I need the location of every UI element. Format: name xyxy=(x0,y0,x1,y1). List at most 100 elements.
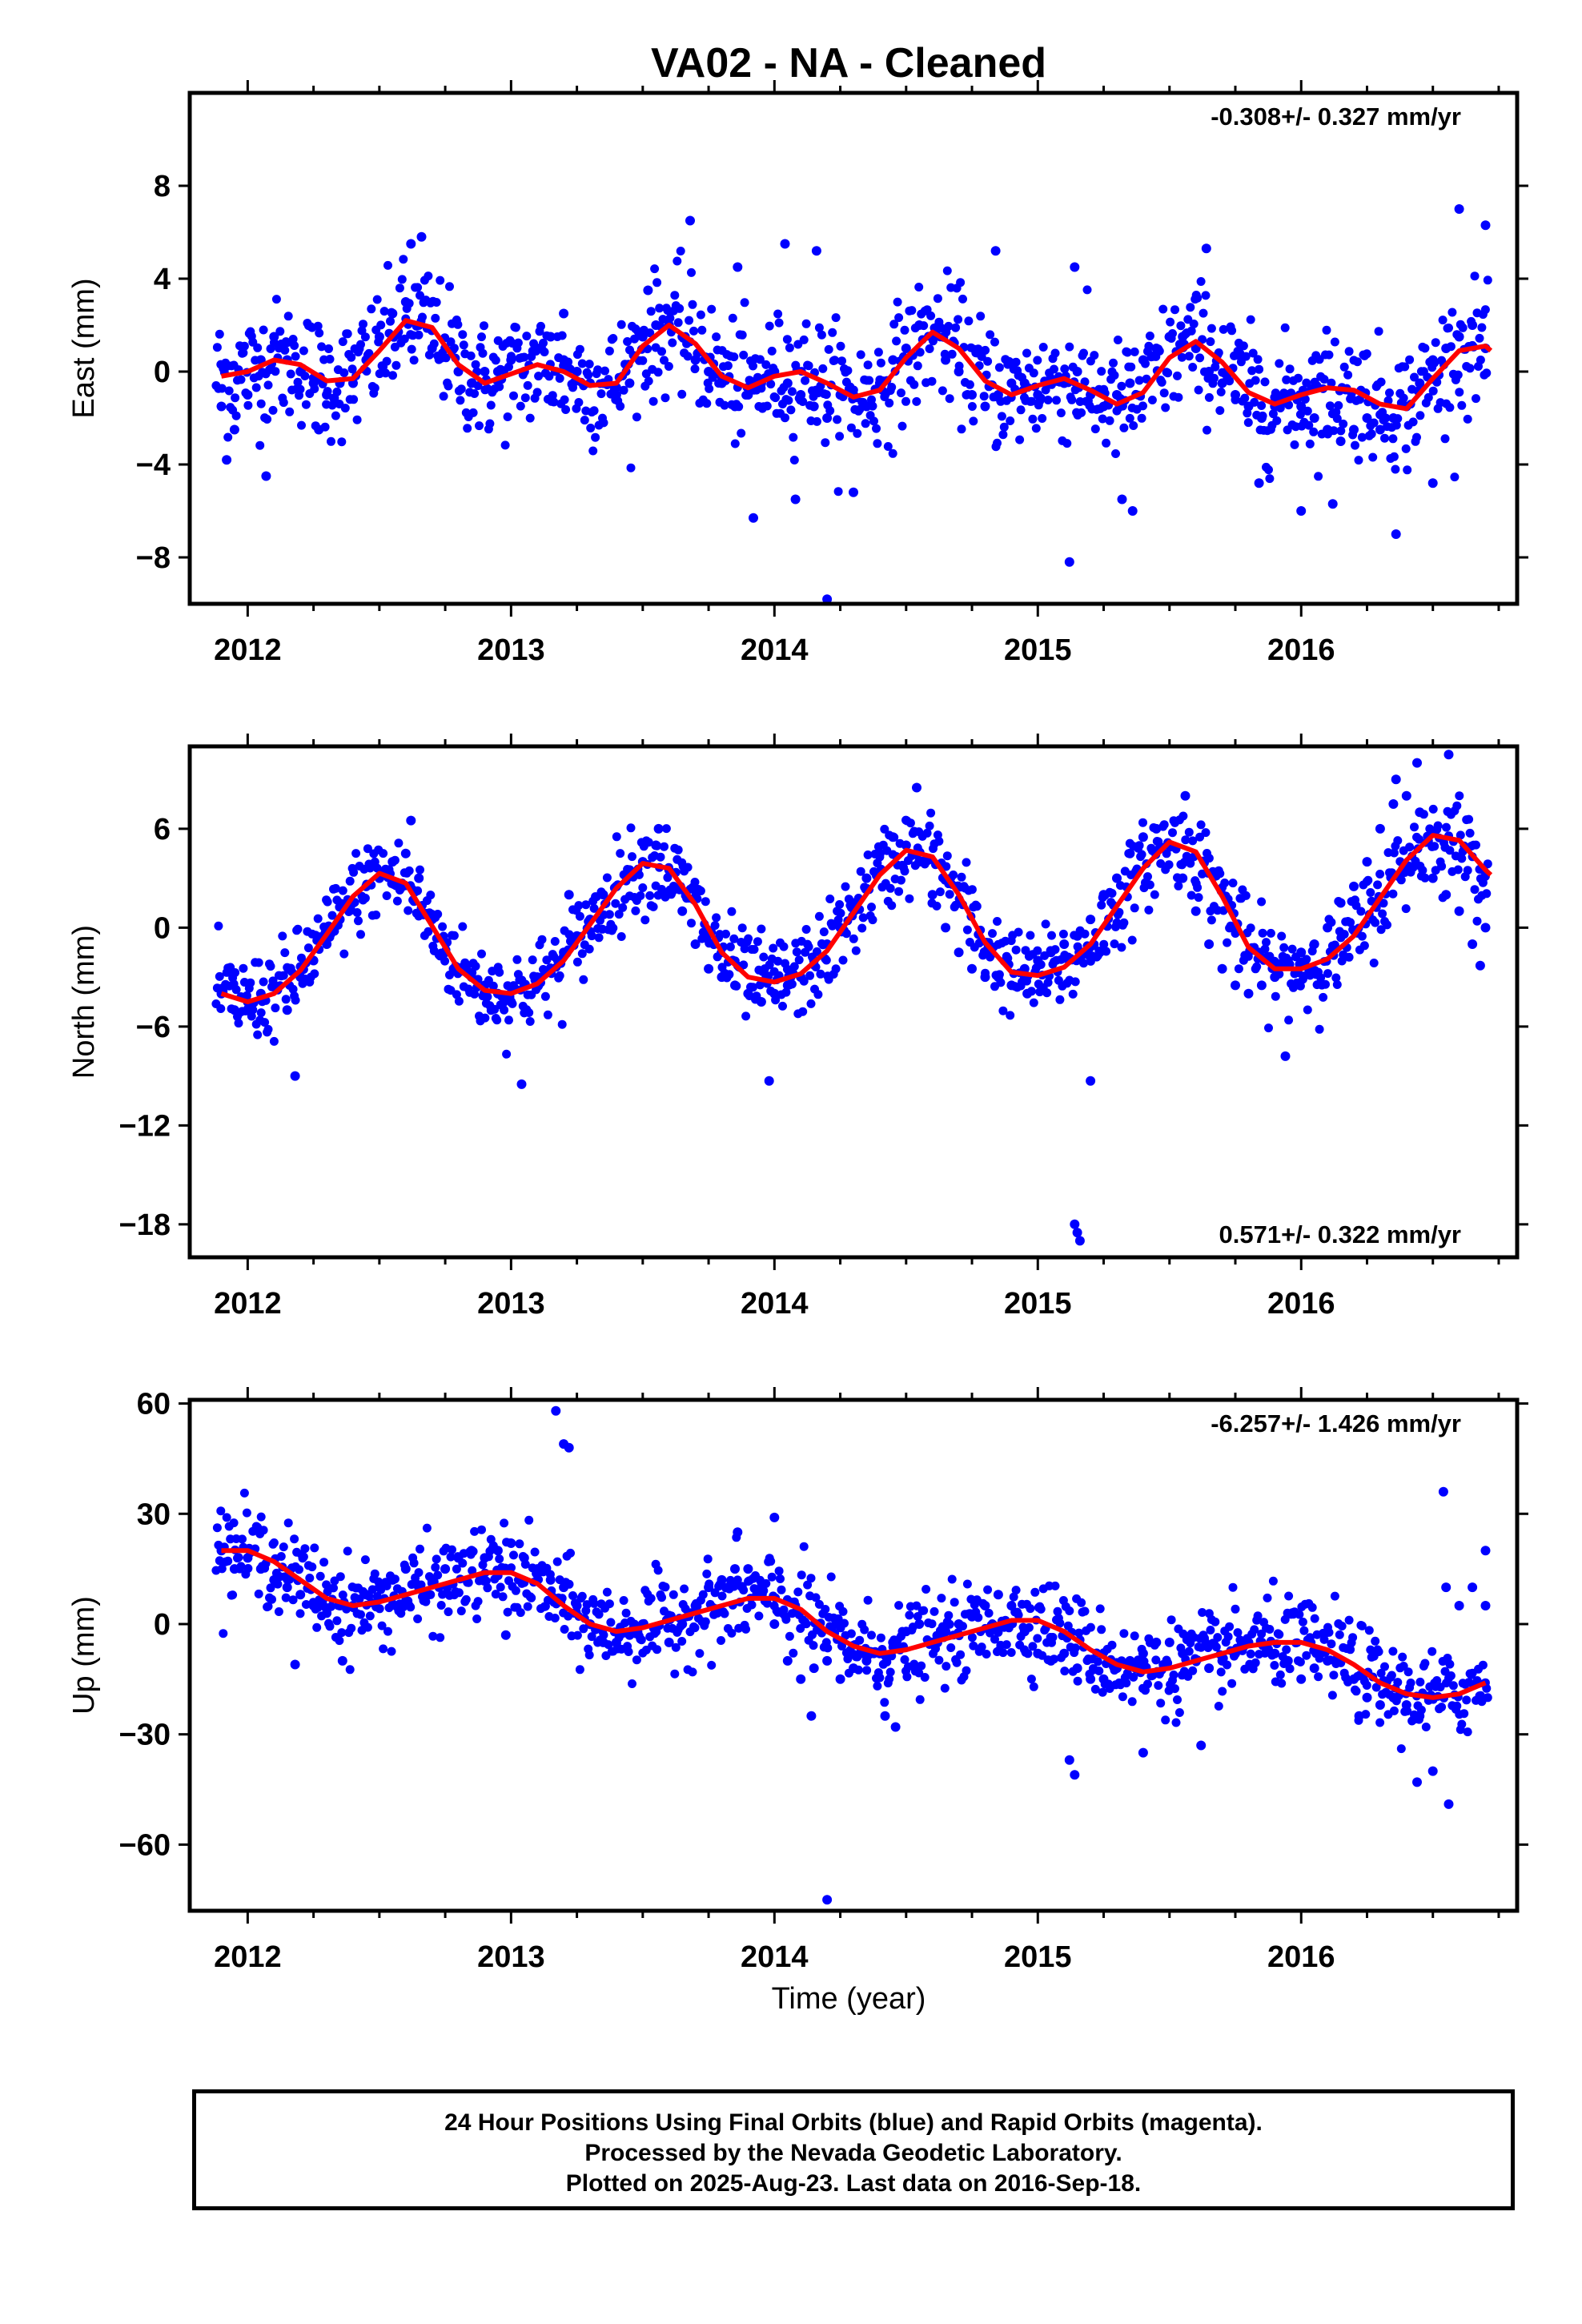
data-point xyxy=(269,1538,279,1547)
data-point xyxy=(1264,1023,1273,1033)
data-point xyxy=(1143,872,1152,882)
data-point xyxy=(1006,378,1017,388)
data-point xyxy=(1389,1706,1399,1715)
data-point xyxy=(222,1513,231,1522)
data-point xyxy=(720,400,729,410)
data-point xyxy=(280,345,290,355)
data-point xyxy=(1475,960,1485,971)
data-point xyxy=(1079,348,1088,358)
data-point xyxy=(926,311,936,320)
data-point xyxy=(1033,356,1042,365)
data-point xyxy=(285,1574,295,1584)
data-point xyxy=(1319,992,1328,1002)
data-point xyxy=(1043,396,1053,404)
data-point xyxy=(1316,973,1326,983)
data-point xyxy=(1437,1703,1447,1712)
data-point xyxy=(1443,1799,1454,1809)
data-point xyxy=(582,1600,592,1610)
data-point xyxy=(1068,989,1078,999)
data-point xyxy=(1354,456,1363,465)
data-point xyxy=(951,323,961,332)
data-point xyxy=(426,1590,436,1599)
data-point xyxy=(1371,1636,1380,1646)
data-point xyxy=(299,346,308,356)
data-point xyxy=(1239,341,1248,351)
data-point xyxy=(1072,367,1082,376)
y-tick-label: 0 xyxy=(154,356,171,389)
data-point xyxy=(1438,1486,1448,1497)
data-point xyxy=(1166,317,1175,327)
data-point xyxy=(660,356,669,365)
data-point xyxy=(395,283,404,293)
data-point xyxy=(1319,375,1329,384)
data-point xyxy=(1072,1228,1082,1238)
data-point xyxy=(492,1546,503,1556)
data-point xyxy=(1231,980,1240,991)
y-tick-label: −4 xyxy=(136,448,171,482)
footer-line-2: Processed by the Nevada Geodetic Laborat… xyxy=(584,2140,1122,2166)
data-point xyxy=(327,400,337,410)
data-point xyxy=(1376,377,1386,387)
data-point xyxy=(942,1662,951,1671)
data-point xyxy=(799,335,809,344)
data-point xyxy=(495,1554,504,1564)
data-point xyxy=(942,851,952,861)
data-point xyxy=(580,416,589,425)
data-point xyxy=(926,808,936,818)
data-point xyxy=(1368,452,1378,462)
data-point xyxy=(315,1571,325,1581)
data-point xyxy=(1112,873,1122,883)
data-point xyxy=(1166,1615,1176,1625)
data-point xyxy=(1097,367,1106,376)
data-point xyxy=(1296,1674,1307,1684)
data-point xyxy=(956,278,966,287)
y-tick-label: −6 xyxy=(136,1011,171,1044)
data-point xyxy=(1396,875,1406,885)
data-point xyxy=(1296,506,1307,516)
data-point xyxy=(755,980,765,990)
data-point xyxy=(413,1614,423,1623)
data-point xyxy=(737,428,746,438)
data-point xyxy=(422,1523,432,1533)
data-point xyxy=(841,882,850,891)
data-point xyxy=(470,989,480,999)
data-point xyxy=(1310,1614,1319,1623)
data-point xyxy=(994,1627,1003,1637)
data-point xyxy=(1145,332,1154,340)
data-point xyxy=(1086,1622,1095,1632)
data-point xyxy=(1038,414,1047,423)
data-point xyxy=(739,1586,749,1595)
data-point xyxy=(1204,392,1214,402)
data-point xyxy=(689,326,698,336)
rate-annotation: -6.257+/- 1.426 mm/yr xyxy=(1211,1409,1461,1437)
data-point xyxy=(1154,1681,1163,1691)
data-point xyxy=(1462,1695,1472,1705)
data-point xyxy=(216,1506,226,1516)
data-point xyxy=(308,1601,319,1610)
data-point xyxy=(1298,1617,1307,1626)
data-point xyxy=(1211,1642,1221,1652)
data-point xyxy=(1383,920,1391,930)
data-point xyxy=(1470,271,1480,281)
data-point xyxy=(1457,1719,1467,1729)
data-point xyxy=(1138,355,1148,365)
data-point xyxy=(935,887,945,897)
data-point xyxy=(804,942,813,951)
data-point xyxy=(811,246,821,256)
data-point xyxy=(478,348,488,358)
data-point xyxy=(894,1601,904,1610)
data-point xyxy=(445,282,454,292)
data-point xyxy=(857,923,867,933)
data-point xyxy=(523,380,532,390)
data-point xyxy=(774,318,784,328)
data-point xyxy=(327,911,337,920)
data-point xyxy=(1463,1727,1472,1737)
data-point xyxy=(564,1442,574,1453)
data-point xyxy=(652,1645,662,1655)
data-point xyxy=(314,424,324,435)
data-point xyxy=(703,1554,713,1564)
data-point xyxy=(941,355,951,365)
data-point xyxy=(540,348,549,356)
data-point xyxy=(925,821,934,830)
data-point xyxy=(1243,401,1254,412)
